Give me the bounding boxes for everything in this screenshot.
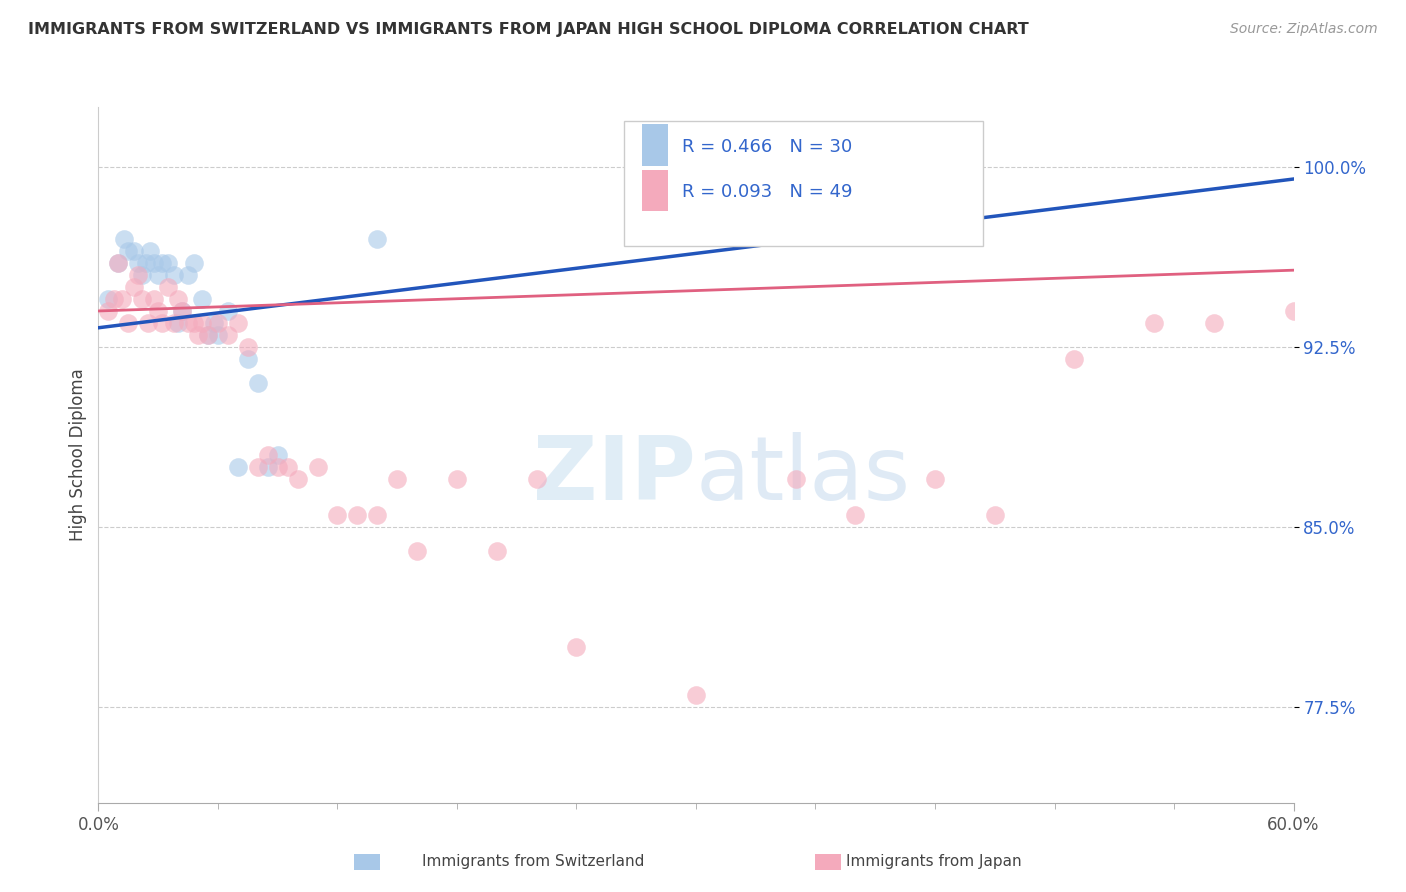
Point	[1202, 316, 1225, 330]
Point	[131, 268, 153, 282]
Point	[103, 292, 125, 306]
Point	[117, 244, 139, 258]
Point	[1143, 316, 1166, 330]
Point	[177, 268, 200, 282]
Point	[136, 316, 159, 330]
Point	[191, 292, 214, 306]
Point	[217, 328, 239, 343]
Point	[117, 316, 139, 330]
Point	[143, 256, 166, 270]
Point	[139, 244, 162, 258]
Point	[97, 304, 120, 318]
Point	[406, 544, 429, 558]
Text: Immigrants from Japan: Immigrants from Japan	[846, 855, 1022, 869]
Point	[246, 459, 269, 474]
Point	[202, 316, 225, 330]
Point	[163, 268, 186, 282]
Point	[172, 304, 194, 318]
Point	[236, 340, 259, 354]
Point	[167, 316, 190, 330]
Text: R = 0.093   N = 49: R = 0.093 N = 49	[682, 183, 852, 201]
Point	[267, 448, 290, 462]
Text: ZIP: ZIP	[533, 433, 696, 519]
Point	[148, 268, 170, 282]
Point	[366, 508, 388, 522]
Point	[207, 328, 229, 343]
Point	[191, 316, 214, 330]
Point	[785, 472, 807, 486]
Point	[1282, 304, 1305, 318]
Point	[127, 256, 149, 270]
Point	[127, 268, 149, 282]
Point	[685, 688, 707, 702]
Point	[485, 544, 508, 558]
Point	[287, 472, 309, 486]
Point	[624, 219, 647, 234]
Point	[143, 292, 166, 306]
Point	[1063, 351, 1085, 366]
Point	[226, 459, 249, 474]
Point	[267, 459, 290, 474]
Point	[197, 328, 219, 343]
Point	[183, 256, 205, 270]
Point	[226, 316, 249, 330]
Point	[256, 448, 278, 462]
Point	[172, 304, 194, 318]
Point	[150, 316, 173, 330]
Point	[924, 472, 946, 486]
Text: atlas: atlas	[696, 433, 911, 519]
Point	[326, 508, 349, 522]
Point	[983, 508, 1005, 522]
Point	[163, 316, 186, 330]
Point	[97, 292, 120, 306]
Point	[148, 304, 170, 318]
Point	[111, 292, 134, 306]
Point	[157, 256, 180, 270]
Text: Source: ZipAtlas.com: Source: ZipAtlas.com	[1230, 22, 1378, 37]
Text: R = 0.466   N = 30: R = 0.466 N = 30	[682, 138, 852, 156]
Point	[366, 232, 388, 246]
Text: IMMIGRANTS FROM SWITZERLAND VS IMMIGRANTS FROM JAPAN HIGH SCHOOL DIPLOMA CORRELA: IMMIGRANTS FROM SWITZERLAND VS IMMIGRANT…	[28, 22, 1029, 37]
Point	[150, 256, 173, 270]
Point	[124, 244, 146, 258]
Point	[446, 472, 468, 486]
Point	[385, 472, 409, 486]
Point	[177, 316, 200, 330]
Point	[526, 472, 548, 486]
Point	[565, 640, 588, 654]
Point	[112, 232, 135, 246]
Point	[207, 316, 229, 330]
Point	[307, 459, 329, 474]
Y-axis label: High School Diploma: High School Diploma	[69, 368, 87, 541]
Point	[107, 256, 129, 270]
Point	[135, 256, 157, 270]
Point	[197, 328, 219, 343]
Point	[346, 508, 368, 522]
Point	[167, 292, 190, 306]
Point	[217, 304, 239, 318]
Point	[124, 280, 146, 294]
Point	[187, 328, 209, 343]
Point	[256, 459, 278, 474]
Point	[236, 351, 259, 366]
Point	[107, 256, 129, 270]
Point	[157, 280, 180, 294]
Point	[844, 508, 866, 522]
Point	[183, 316, 205, 330]
Point	[131, 292, 153, 306]
Point	[277, 459, 299, 474]
Text: Immigrants from Switzerland: Immigrants from Switzerland	[422, 855, 644, 869]
Point	[246, 376, 269, 390]
